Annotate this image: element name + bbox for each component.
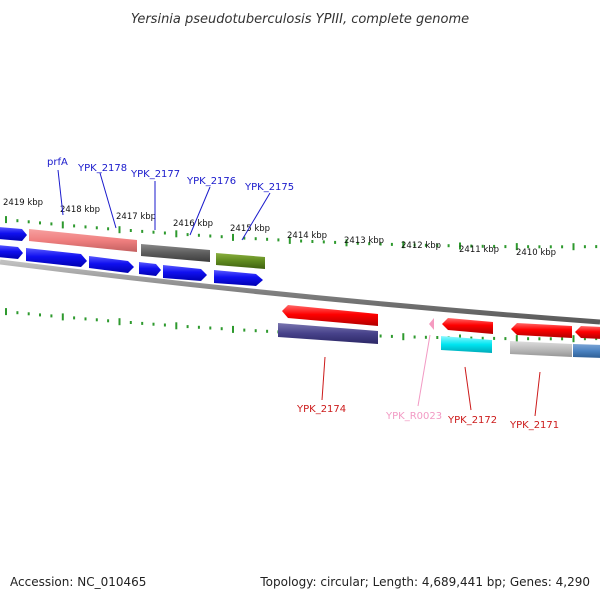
- gene-block: [510, 341, 572, 357]
- kbp-label: 2415 kbp: [230, 224, 270, 234]
- gene-block: [573, 344, 600, 358]
- leader-line: [99, 172, 117, 229]
- leader-line: [241, 192, 271, 241]
- gene-arrow: [139, 262, 161, 276]
- genome-summary-text: Topology: circular; Length: 4,689,441 bp…: [259, 575, 590, 589]
- leader-line: [534, 371, 541, 417]
- gene-label-ypk-2172: YPK_2172: [447, 415, 497, 426]
- accession-text: Accession: NC_010465: [10, 575, 146, 589]
- kbp-label: 2411 kbp: [459, 245, 499, 255]
- kbp-label: 2419 kbp: [3, 198, 43, 208]
- kbp-label: 2412 kbp: [401, 241, 441, 251]
- gene-label-ypk-r0023: YPK_R0023: [385, 411, 442, 422]
- gene-label-ypk-2174: YPK_2174: [296, 404, 346, 415]
- gene-label-ypk-2176: YPK_2176: [186, 176, 236, 187]
- gene-block: [441, 336, 492, 353]
- kbp-label: 2416 kbp: [173, 219, 213, 229]
- gene-label-ypk-2178: YPK_2178: [77, 163, 127, 174]
- kbp-scale: 2419 kbp 2418 kbp 2417 kbp 2416 kbp 2415…: [3, 198, 556, 258]
- bottom-leaders: [321, 334, 541, 417]
- kbp-label: 2410 kbp: [516, 248, 556, 258]
- gene-arrow: [442, 318, 493, 334]
- kbp-label: 2413 kbp: [344, 236, 384, 246]
- gene-arrow: [429, 318, 434, 330]
- gene-label-prfA: prfA: [47, 157, 68, 168]
- leader-line: [417, 334, 431, 407]
- leader-line: [189, 186, 211, 236]
- gene-labels-bottom: YPK_2174 YPK_R0023 YPK_2172 YPK_2171: [296, 404, 559, 431]
- gene-arrow: [29, 229, 137, 252]
- feature-track-inner: [278, 323, 600, 358]
- gene-arrow: [575, 326, 600, 339]
- kbp-label: 2414 kbp: [287, 231, 327, 241]
- top-leaders: [57, 169, 271, 241]
- gene-arrow: [26, 248, 87, 267]
- gene-arrow: [0, 245, 23, 259]
- feature-track-reverse: [282, 305, 600, 339]
- map-title: Yersinia pseudotuberculosis YPIII, compl…: [131, 12, 469, 27]
- gene-arrow: [214, 270, 263, 286]
- gene-arrow: [511, 323, 572, 338]
- gene-arrow: [163, 265, 207, 281]
- gene-arrow: [216, 253, 265, 269]
- outer-tick-ring: [5, 216, 598, 251]
- gene-label-ypk-2171: YPK_2171: [509, 420, 559, 431]
- genome-backbone: [0, 259, 600, 325]
- gene-arrow: [282, 305, 378, 326]
- feature-track-outer: [0, 227, 265, 269]
- feature-track-forward: [0, 245, 263, 286]
- gene-arrow: [141, 244, 210, 262]
- gene-arrow: [89, 256, 134, 273]
- leader-line: [464, 366, 472, 411]
- leader-line: [57, 169, 64, 216]
- gene-block: [278, 323, 378, 344]
- gene-label-ypk-2177: YPK_2177: [130, 169, 180, 180]
- leader-line: [321, 356, 326, 401]
- kbp-label: 2418 kbp: [60, 205, 100, 215]
- gene-labels-top: prfA YPK_2178 YPK_2177 YPK_2176 YPK_2175: [47, 157, 294, 193]
- gene-arrow: [0, 227, 27, 241]
- gene-label-ypk-2175: YPK_2175: [244, 182, 294, 193]
- kbp-label: 2417 kbp: [116, 212, 156, 222]
